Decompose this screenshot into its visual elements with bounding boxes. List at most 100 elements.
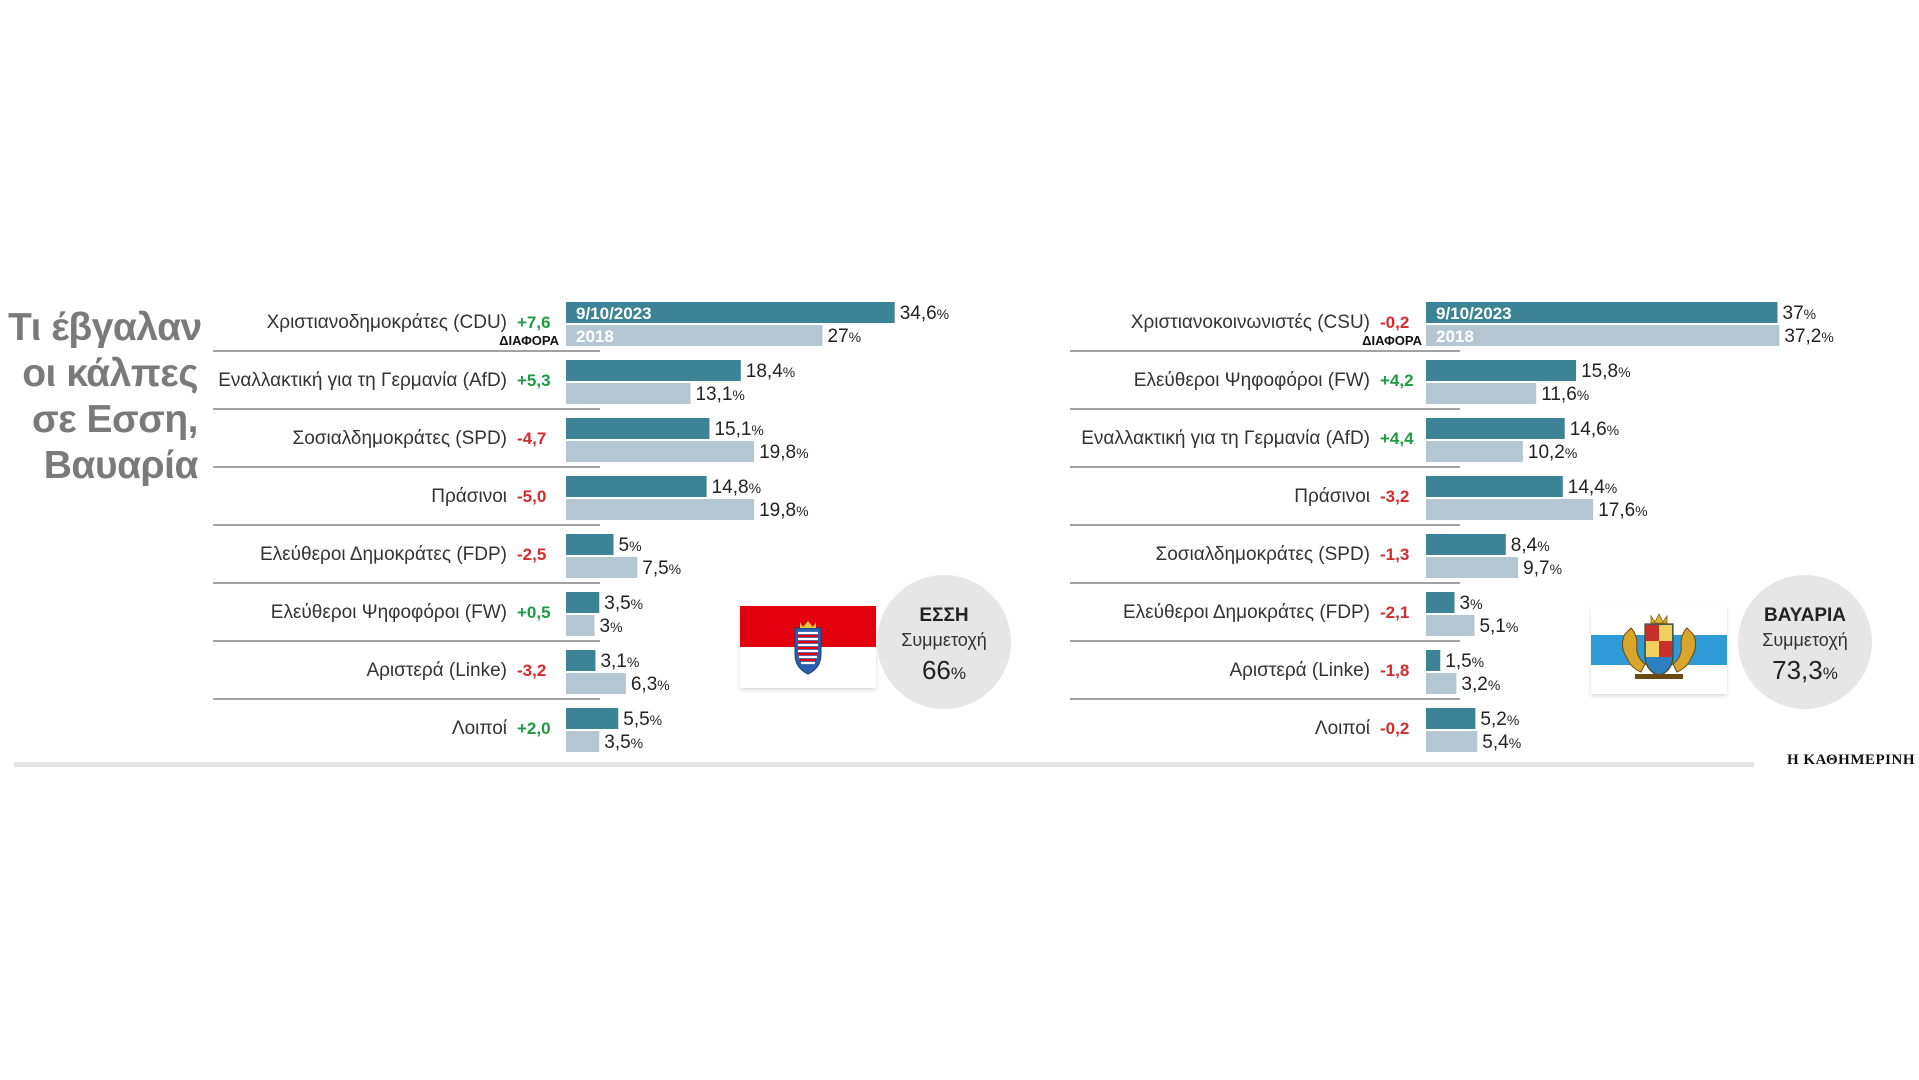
hesse-flag: [740, 606, 876, 688]
bar-current: [566, 650, 596, 671]
value-label-current: 14,8%: [712, 477, 761, 498]
value-label-previous: 5,1%: [1479, 616, 1518, 637]
party-label: Ελεύθεροι Ψηφοφόροι (FW): [271, 602, 507, 623]
bar-current: [1426, 302, 1778, 323]
bavaria-flag: [1591, 606, 1727, 694]
turnout-text: Συμμετοχή: [1762, 630, 1848, 650]
value-label-previous: 7,5%: [642, 558, 681, 579]
bavaria-turnout-badge: ΒΑΥΑΡΙΑ Συμμετοχή 73,3%: [1738, 575, 1872, 709]
bar-current: [1426, 476, 1563, 497]
difference-value: +4,4: [1380, 429, 1414, 448]
value-label-previous: 37,2%: [1784, 326, 1833, 347]
bar-previous: [566, 557, 638, 578]
bar-previous: [1426, 325, 1780, 346]
value-label-previous: 3,2%: [1461, 674, 1500, 695]
value-label-current: 5,5%: [623, 709, 662, 730]
value-label-current: 37%: [1783, 303, 1817, 324]
difference-value: -5,0: [517, 487, 546, 506]
value-label-previous: 19,8%: [759, 500, 808, 521]
value-label-current: 15,1%: [714, 419, 763, 440]
bar-previous: [566, 441, 755, 462]
bar-current: [1426, 592, 1455, 613]
value-label-previous: 17,6%: [1598, 500, 1647, 521]
value-label-current: 14,6%: [1570, 419, 1619, 440]
series-label-current: 9/10/2023: [576, 304, 652, 323]
turnout-number: 73,3: [1772, 655, 1823, 685]
chart-title: Τι έβγαλαν οι κάλπες σε Εσση, Βαυαρία: [8, 305, 202, 489]
source-credit: Η ΚΑΘΗΜΕΡΙΝΗ: [1786, 752, 1915, 768]
party-label: Πράσινοι: [1294, 486, 1370, 507]
bar-previous: [1426, 731, 1478, 752]
value-label-current: 14,4%: [1568, 477, 1617, 498]
party-label: Σοσιαλδημοκράτες (SPD): [292, 428, 507, 449]
value-label-previous: 19,8%: [759, 442, 808, 463]
turnout-value: 66%: [877, 655, 1011, 686]
difference-value: +5,3: [517, 371, 551, 390]
party-label: Αριστερά (Linke): [1229, 660, 1370, 681]
turnout-percent: %: [950, 664, 967, 683]
bar-previous: [1426, 673, 1457, 694]
difference-value: -2,5: [517, 545, 546, 564]
series-label-previous: 2018: [576, 327, 614, 346]
value-label-current: 18,4%: [746, 361, 795, 382]
hesse-turnout-badge: ΕΣΣΗ Συμμετοχή 66%: [877, 575, 1011, 709]
value-label-previous: 27%: [828, 326, 862, 347]
bar-previous: [566, 383, 691, 404]
title-line: σε Εσση,: [31, 398, 199, 441]
bar-previous: [1426, 615, 1475, 636]
difference-value: -1,3: [1380, 545, 1409, 564]
bar-current: [566, 302, 895, 323]
series-label-previous: 2018: [1436, 327, 1474, 346]
value-label-current: 3,1%: [600, 651, 639, 672]
party-label: Εναλλακτική για τη Γερμανία (AfD): [218, 370, 507, 391]
bar-previous: [1426, 383, 1537, 404]
value-label-current: 34,6%: [900, 303, 949, 324]
bar-current: [566, 534, 614, 555]
difference-value: +7,6: [517, 313, 551, 332]
turnout-percent: %: [1822, 664, 1838, 683]
value-label-previous: 9,7%: [1523, 558, 1562, 579]
bar-current: [1426, 650, 1441, 671]
bar-previous: [566, 499, 755, 520]
turnout-number: 66: [921, 655, 951, 685]
bar-previous: [1426, 557, 1519, 578]
turnout-region: ΒΑΥΑΡΙΑ: [1763, 605, 1847, 626]
difference-value: -2,1: [1380, 603, 1409, 622]
party-label: Αριστερά (Linke): [366, 660, 507, 681]
party-label: Χριστιανοδημοκράτες (CDU): [267, 312, 507, 333]
title-line: Βαυαρία: [43, 444, 199, 487]
party-label: Πράσινοι: [431, 486, 507, 507]
bar-current: [566, 418, 710, 439]
bar-current: [566, 360, 741, 381]
bar-current: [566, 592, 600, 613]
value-label-previous: 6,3%: [631, 674, 670, 695]
party-label: Ελεύθεροι Δημοκράτες (FDP): [1123, 602, 1370, 623]
value-label-previous: 13,1%: [695, 384, 744, 405]
difference-value: -1,8: [1380, 661, 1409, 680]
difference-value: -0,2: [1380, 313, 1409, 332]
difference-value: -3,2: [1380, 487, 1409, 506]
bar-current: [1426, 534, 1506, 555]
value-label-current: 5,2%: [1480, 709, 1519, 730]
bar-previous: [1426, 441, 1523, 462]
value-label-current: 8,4%: [1511, 535, 1550, 556]
party-label: Σοσιαλδημοκράτες (SPD): [1155, 544, 1370, 565]
value-label-current: 3,5%: [604, 593, 643, 614]
party-label: Χριστιανοκοινωνιστές (CSU): [1131, 312, 1370, 333]
bottom-rule: [14, 762, 1754, 767]
difference-value: -0,2: [1380, 719, 1409, 738]
bar-previous: [566, 673, 626, 694]
bar-previous: [1426, 499, 1594, 520]
title-line: οι κάλπες: [22, 352, 198, 395]
bar-current: [1426, 360, 1577, 381]
difference-value: +4,2: [1380, 371, 1414, 390]
value-label-current: 3%: [1460, 593, 1483, 614]
series-label-current: 9/10/2023: [1436, 304, 1512, 323]
value-label-current: 5%: [619, 535, 642, 556]
party-label: Ελεύθεροι Δημοκράτες (FDP): [260, 544, 507, 565]
difference-value: -4,7: [517, 429, 546, 448]
value-label-previous: 10,2%: [1528, 442, 1577, 463]
bar-current: [566, 476, 707, 497]
difference-value: -3,2: [517, 661, 546, 680]
